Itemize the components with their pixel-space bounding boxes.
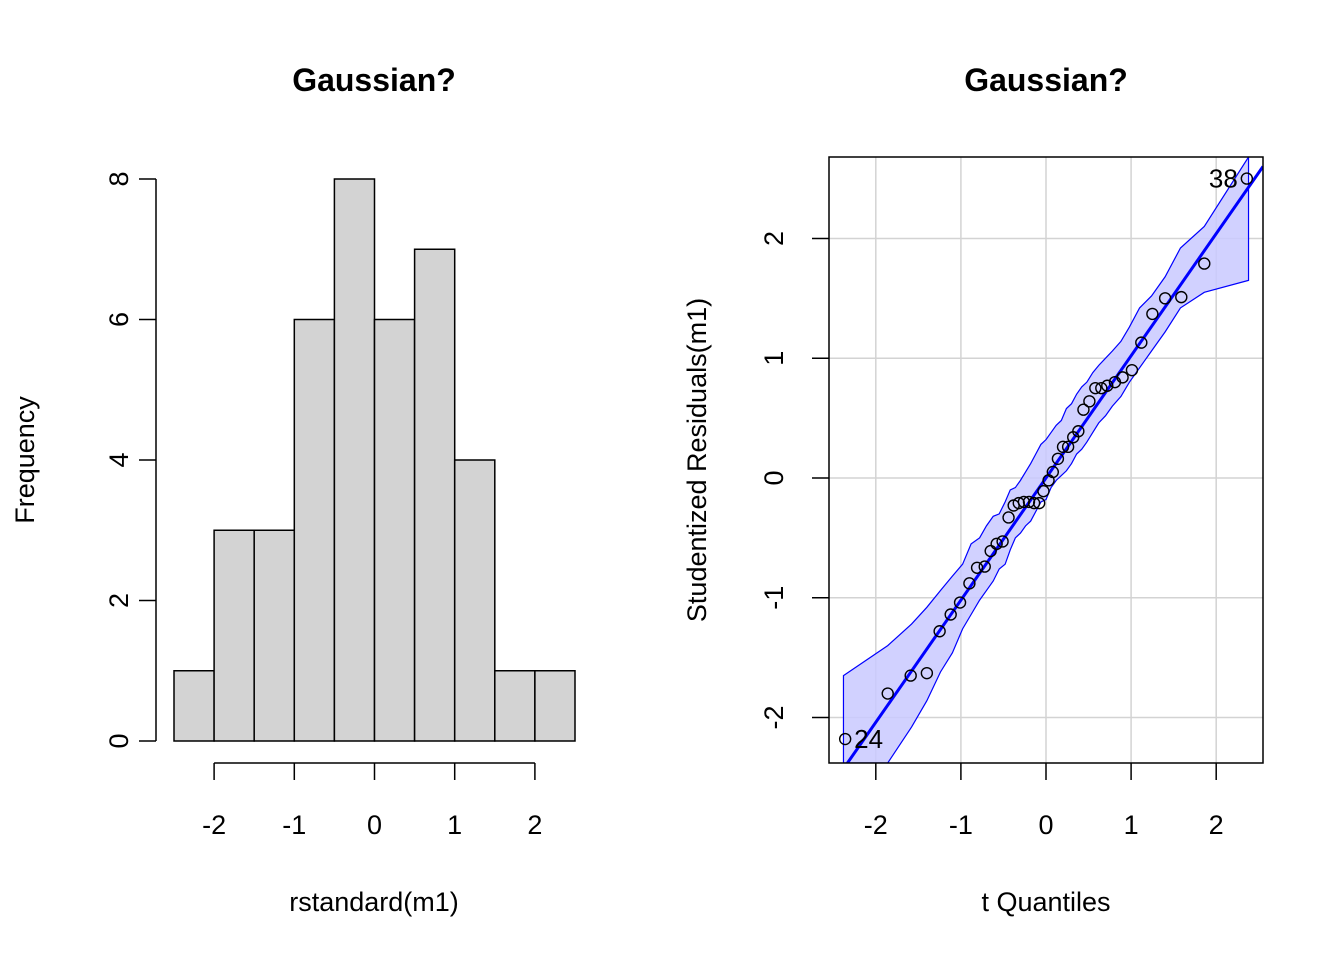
histogram-title: Gaussian? bbox=[292, 62, 456, 98]
qq-y-tick-label: -1 bbox=[759, 586, 789, 610]
qq-point-label: 38 bbox=[1209, 164, 1238, 194]
histogram-x-tick-label: -1 bbox=[282, 810, 306, 840]
histogram-bar bbox=[534, 670, 576, 742]
qq-point-labels: 24 38 bbox=[854, 164, 1238, 754]
histogram-y-axis: 0 2 4 6 8 bbox=[104, 171, 157, 749]
histogram-x-tick-label: -2 bbox=[202, 810, 226, 840]
qq-point bbox=[1175, 290, 1188, 304]
histogram-panel: Gaussian? 0 2 4 6 8 -2 -1 0 1 2 rstandard(m1) Fr… bbox=[10, 62, 576, 917]
qq-x-tick-label: -2 bbox=[864, 810, 888, 840]
histogram-bar bbox=[413, 248, 456, 742]
qq-point bbox=[990, 537, 1003, 551]
histogram-bars bbox=[173, 178, 576, 742]
qq-point bbox=[1027, 496, 1041, 510]
histogram-x-tick-label: 1 bbox=[447, 810, 462, 840]
qq-point bbox=[1158, 292, 1172, 305]
qq-confidence-envelope bbox=[842, 157, 1250, 763]
qq-point bbox=[1101, 379, 1114, 392]
qq-point bbox=[1116, 371, 1129, 384]
histogram-x-axis: -2 -1 0 1 2 bbox=[202, 762, 542, 840]
qq-point bbox=[904, 669, 917, 682]
qq-y-label: Studentized Residuals(m1) bbox=[682, 298, 712, 622]
histogram-bar bbox=[453, 459, 496, 742]
qq-point bbox=[953, 596, 967, 609]
qq-point bbox=[996, 535, 1009, 548]
qq-plot-area bbox=[838, 157, 1263, 763]
histogram-y-tick-label: 4 bbox=[104, 452, 134, 467]
qq-point bbox=[1095, 381, 1108, 395]
qq-point bbox=[1125, 363, 1139, 377]
qq-y-tick-label: 0 bbox=[759, 470, 789, 485]
qq-point bbox=[1072, 425, 1085, 438]
qq-x-tick-label: 1 bbox=[1124, 810, 1139, 840]
qq-point bbox=[881, 687, 894, 700]
histogram-y-tick-label: 6 bbox=[104, 312, 134, 327]
qq-point bbox=[1146, 307, 1159, 321]
histogram-y-tick-label: 8 bbox=[104, 171, 134, 186]
qq-x-tick-label: 0 bbox=[1038, 810, 1053, 840]
histogram-bar bbox=[173, 670, 215, 742]
qq-point bbox=[838, 732, 852, 746]
qq-y-tick-label: 1 bbox=[759, 351, 789, 366]
histogram-x-tick-label: 0 bbox=[367, 810, 382, 840]
qq-plot-panel: Gaussian? -2 -1 0 1 2 -2 -1 0 1 2 24 38 t Quantile… bbox=[682, 62, 1264, 917]
qq-y-tick-label: -2 bbox=[759, 705, 789, 729]
qq-point bbox=[1032, 496, 1046, 510]
qq-point bbox=[1089, 381, 1102, 395]
qq-point-label: 24 bbox=[854, 724, 883, 754]
qq-point bbox=[1061, 440, 1075, 454]
histogram-y-tick-label: 2 bbox=[104, 593, 134, 608]
histogram-bar bbox=[293, 318, 336, 742]
qq-point bbox=[1002, 511, 1015, 524]
qq-point bbox=[920, 666, 934, 680]
qq-point bbox=[1077, 403, 1090, 416]
qq-x-tick-label: -1 bbox=[949, 810, 973, 840]
histogram-y-tick-label: 0 bbox=[104, 733, 134, 748]
qq-x-tick-label: 2 bbox=[1209, 810, 1224, 840]
qq-point bbox=[970, 561, 984, 574]
qq-point bbox=[1198, 257, 1211, 270]
qq-x-label: t Quantiles bbox=[981, 887, 1110, 917]
histogram-bar bbox=[333, 178, 376, 742]
qq-point bbox=[1051, 452, 1065, 466]
qq-point bbox=[1240, 172, 1254, 185]
qq-point bbox=[1037, 484, 1050, 498]
qq-y-tick-label: 2 bbox=[759, 231, 789, 246]
qq-point bbox=[1056, 440, 1070, 454]
qq-point bbox=[1083, 395, 1096, 408]
histogram-bar bbox=[494, 670, 536, 742]
histogram-bar bbox=[213, 529, 255, 742]
qq-point bbox=[963, 577, 976, 590]
histogram-x-tick-label: 2 bbox=[527, 810, 542, 840]
qq-point bbox=[1135, 336, 1148, 349]
qq-plot-title: Gaussian? bbox=[964, 62, 1128, 98]
qq-reference-line bbox=[845, 165, 1263, 763]
histogram-x-label: rstandard(m1) bbox=[289, 887, 459, 917]
qq-point bbox=[933, 625, 946, 638]
histogram-bar bbox=[373, 318, 416, 742]
qq-axes: -2 -1 0 1 2 -2 -1 0 1 2 bbox=[759, 231, 1224, 840]
qq-point bbox=[944, 608, 957, 621]
qq-point bbox=[978, 560, 991, 573]
histogram-bar bbox=[253, 529, 296, 742]
qq-point bbox=[1046, 465, 1060, 479]
histogram-y-label: Frequency bbox=[10, 396, 40, 524]
